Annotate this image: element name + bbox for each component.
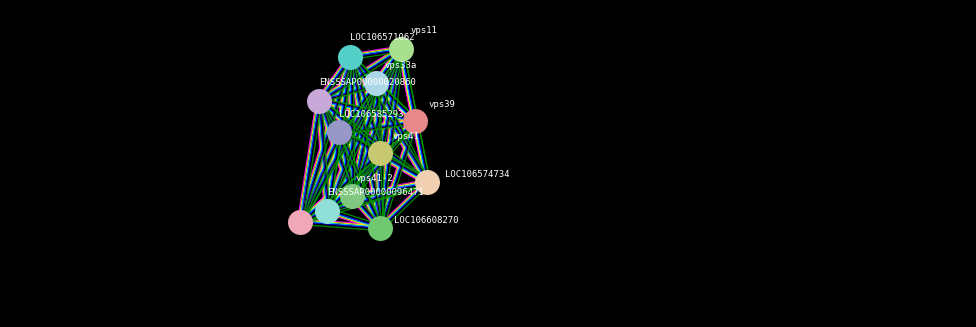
Text: LOC106608270: LOC106608270: [394, 216, 459, 225]
Text: vps11: vps11: [410, 26, 437, 35]
Text: LOC106585293: LOC106585293: [340, 110, 404, 119]
Text: LOC106571062: LOC106571062: [350, 33, 415, 42]
Text: ENSSSAP00000020860: ENSSSAP00000020860: [319, 77, 416, 87]
Text: vps41: vps41: [393, 131, 420, 141]
Text: vps41-2: vps41-2: [355, 174, 392, 183]
Text: ENSSSAP00000096471: ENSSSAP00000096471: [327, 188, 424, 198]
Text: vps33a: vps33a: [385, 61, 418, 70]
Text: LOC106574734: LOC106574734: [445, 170, 509, 179]
Text: vps39: vps39: [429, 99, 456, 109]
